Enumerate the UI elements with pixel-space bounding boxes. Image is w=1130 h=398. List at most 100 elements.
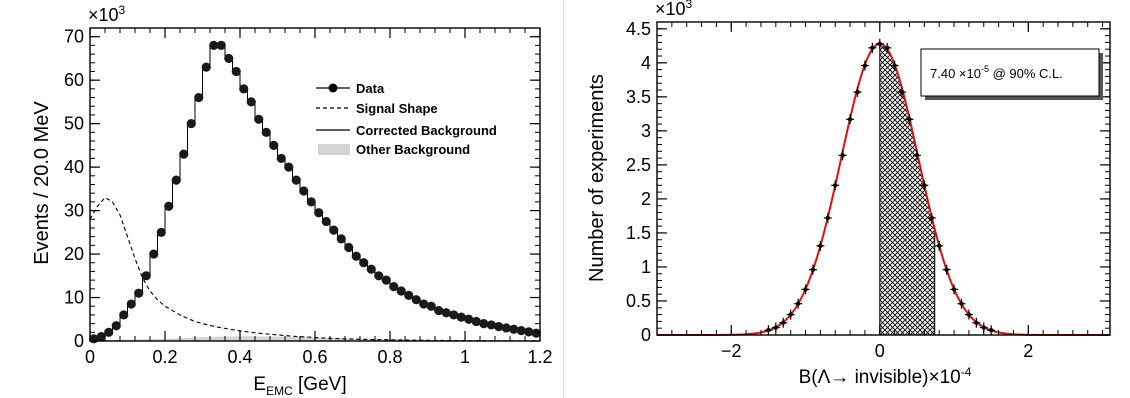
data-point (224, 53, 234, 64)
y-tick-label: 0.5 (626, 291, 651, 311)
left-legend: Data Signal Shape Corrected Background O… (316, 81, 497, 157)
experiment-points (764, 38, 996, 336)
data-point (336, 234, 346, 244)
experiment-point (786, 309, 795, 320)
experiment-point (764, 325, 773, 336)
x-tick-label: 1.2 (527, 347, 552, 367)
right-x-axis: −2 0 2 (656, 22, 1104, 361)
right-y-axis: 0 0.5 1 1.5 2 2.5 3 3.5 4 4.5 (626, 19, 1110, 345)
data-point (464, 314, 474, 324)
data-point (239, 84, 249, 94)
data-point (284, 162, 294, 172)
y-tick-label: 1.5 (626, 223, 651, 243)
y-tick-label: 3 (641, 121, 651, 141)
data-point (419, 299, 429, 309)
y-tick-label: 2.5 (626, 155, 651, 175)
left-x-axis-label: EEMC [GeV] (253, 374, 346, 398)
y-tick-label: 60 (64, 70, 84, 90)
data-point (471, 316, 481, 327)
experiment-point (868, 42, 877, 53)
legend-data-label: Data (356, 81, 385, 96)
data-point (201, 62, 211, 72)
data-point (171, 175, 181, 185)
experiment-point (823, 212, 832, 223)
y-tick-label: 30 (64, 201, 84, 221)
data-point (306, 197, 316, 207)
data-point (141, 271, 151, 281)
y-tick-label: 1 (641, 257, 651, 277)
legend-item-signal: Signal Shape (316, 101, 438, 116)
data-point (246, 97, 256, 107)
experiment-point (808, 264, 817, 275)
right-y-axis-label: Number of experiments (586, 74, 608, 282)
data-point (209, 40, 219, 50)
left-y-axis: 0 10 20 30 40 50 60 70 (64, 27, 540, 351)
legend-other-swatch (318, 144, 350, 155)
experiment-point (816, 240, 825, 251)
x-tick-label: 0.2 (152, 347, 177, 367)
y-tick-label: 10 (64, 288, 84, 308)
y-tick-label: 3.5 (626, 87, 651, 107)
y-tick-label: 50 (64, 114, 84, 134)
signal-shape-line (89, 196, 541, 342)
experiment-point (972, 317, 981, 328)
x-tick-label: 0.4 (227, 347, 252, 367)
data-point (186, 119, 196, 129)
data-point (426, 301, 436, 311)
experiment-point (794, 298, 803, 309)
experiment-point (942, 264, 951, 275)
right-multiplier: ×103 (655, 0, 693, 19)
y-tick-label: 2 (641, 189, 651, 209)
legend-item-data: Data (316, 81, 385, 96)
data-point (134, 288, 144, 298)
x-tick-label: −2 (721, 341, 742, 361)
data-point (516, 325, 526, 336)
data-point (179, 149, 189, 159)
left-x-axis: 0 0.2 0.4 0.6 0.8 1 1.2 (85, 28, 553, 367)
data-point (441, 308, 451, 318)
data-point (486, 320, 496, 330)
experiment-point (883, 42, 892, 53)
x-tick-label: 1 (460, 347, 470, 367)
legend-corrected-label: Corrected Background (356, 123, 497, 138)
experiment-point (957, 298, 966, 309)
data-point (231, 66, 241, 77)
experiment-point (935, 240, 944, 251)
data-point (389, 282, 399, 292)
cl-annotation-box: 7.40 ×10-5 @ 90% C.L. (920, 48, 1103, 100)
x-tick-label: 0 (85, 347, 95, 367)
data-point (149, 249, 159, 259)
data-point (531, 328, 541, 338)
data-points (89, 40, 541, 344)
data-point (276, 153, 286, 164)
legend-item-other: Other Background (318, 142, 470, 157)
data-point (254, 114, 264, 124)
x-tick-label: 0.8 (377, 347, 402, 367)
y-tick-label: 0 (641, 325, 651, 345)
data-point (344, 242, 354, 253)
data-point (96, 332, 106, 342)
left-y-axis-label: Events / 20.0 MeV (31, 101, 53, 265)
experiment-point (905, 114, 914, 125)
x-tick-label: 0 (875, 341, 885, 361)
right-chart: −2 0 2 0 0.5 1 1.5 2 2.5 3 3.5 4 4.5 ×103 B(Λ→ invi… (586, 0, 1111, 388)
left-multiplier: ×103 (88, 3, 126, 25)
data-point (291, 175, 301, 185)
experiment-point (950, 284, 959, 295)
data-point (494, 322, 504, 332)
y-tick-label: 20 (64, 244, 84, 264)
data-point (351, 251, 361, 261)
experiment-point (987, 325, 996, 336)
data-point (321, 216, 331, 227)
corrected-background-line (89, 44, 541, 341)
y-tick-label: 70 (64, 27, 84, 47)
data-point (411, 295, 421, 305)
legend-item-corrected: Corrected Background (316, 123, 497, 138)
experiment-point (927, 212, 936, 223)
corrected-background-histogram (89, 44, 541, 341)
data-point (509, 324, 519, 334)
annotation-text: 7.40 ×10-5 @ 90% C.L. (930, 64, 1063, 81)
data-point (216, 40, 226, 50)
panel-divider (563, 0, 564, 398)
experiment-point (898, 87, 907, 98)
